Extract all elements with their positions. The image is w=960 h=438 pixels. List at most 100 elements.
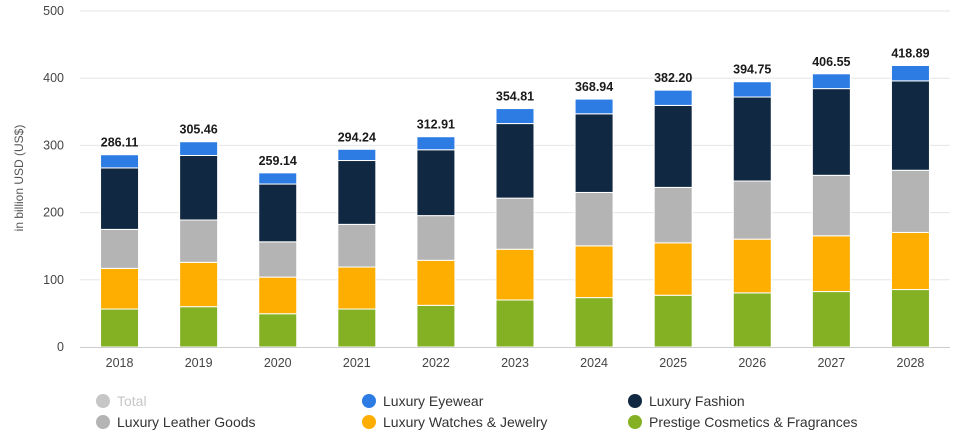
bar-segment[interactable] bbox=[495, 299, 535, 348]
bar-segment[interactable] bbox=[653, 186, 693, 244]
x-tick-label: 2021 bbox=[343, 356, 371, 370]
bar-segment[interactable] bbox=[890, 289, 930, 348]
bar-segment[interactable] bbox=[337, 266, 377, 310]
bar-segment[interactable] bbox=[495, 248, 535, 301]
data-labels: 286.11 305.46 259.14 294.24 312.91 354.81 368.… bbox=[101, 47, 930, 168]
x-tick-label: 2018 bbox=[106, 356, 134, 370]
legend-marker-icon bbox=[96, 394, 110, 408]
bar-segment[interactable] bbox=[416, 136, 456, 151]
legend-label: Luxury Eyewear bbox=[383, 393, 484, 409]
y-tick-label: 200 bbox=[43, 206, 64, 220]
x-tick-label: 2024 bbox=[580, 356, 608, 370]
bar-segment[interactable] bbox=[416, 215, 456, 261]
bar-segment[interactable] bbox=[258, 313, 298, 348]
bar-segment[interactable] bbox=[337, 308, 377, 348]
bar-segment[interactable] bbox=[416, 304, 456, 348]
bar-segment[interactable] bbox=[416, 149, 456, 217]
bar-segment[interactable] bbox=[179, 154, 219, 221]
bar-segment[interactable] bbox=[811, 88, 851, 176]
legend: Total Luxury Eyewear Luxury Fashion Luxu… bbox=[0, 388, 960, 438]
bar-segment[interactable] bbox=[495, 197, 535, 250]
bar-segment[interactable] bbox=[416, 259, 456, 306]
total-data-label: 294.24 bbox=[338, 130, 376, 144]
bar-segment[interactable] bbox=[574, 245, 614, 299]
bar-segment[interactable] bbox=[100, 154, 140, 169]
x-tick-label: 2025 bbox=[659, 356, 687, 370]
legend-item-prestige-cosmetics-fragrances[interactable]: Prestige Cosmetics & Fragrances bbox=[628, 412, 858, 432]
bar-segment[interactable] bbox=[179, 219, 219, 263]
bar-segment[interactable] bbox=[574, 98, 614, 115]
legend-item-luxury-leather-goods[interactable]: Luxury Leather Goods bbox=[96, 412, 256, 432]
x-tick-label: 2023 bbox=[501, 356, 529, 370]
bar-segment[interactable] bbox=[732, 238, 772, 294]
bar-segment[interactable] bbox=[337, 148, 377, 162]
total-data-label: 259.14 bbox=[259, 154, 297, 168]
bar-segment[interactable] bbox=[732, 96, 772, 182]
bar-segment[interactable] bbox=[179, 261, 219, 308]
bar-segment[interactable] bbox=[653, 104, 693, 188]
bar-segment[interactable] bbox=[258, 172, 298, 185]
legend-label: Luxury Leather Goods bbox=[117, 414, 256, 430]
x-tick-label: 2022 bbox=[422, 356, 450, 370]
x-tick-label: 2028 bbox=[897, 356, 925, 370]
legend-label: Luxury Watches & Jewelry bbox=[383, 414, 548, 430]
y-tick-label: 100 bbox=[43, 273, 64, 287]
total-data-label: 418.89 bbox=[891, 47, 929, 61]
bar-segment[interactable] bbox=[811, 235, 851, 293]
stacked-bar-chart: 286.11 305.46 259.14 294.24 312.91 354.81 368.… bbox=[12, 4, 950, 370]
bar-segment[interactable] bbox=[258, 241, 298, 278]
bar-segment[interactable] bbox=[811, 291, 851, 348]
bar-segment[interactable] bbox=[179, 306, 219, 348]
bar-segment[interactable] bbox=[653, 89, 693, 106]
legend-label: Luxury Fashion bbox=[649, 393, 745, 409]
legend-marker-icon bbox=[628, 394, 642, 408]
x-tick-label: 2027 bbox=[817, 356, 845, 370]
legend-item-luxury-fashion[interactable]: Luxury Fashion bbox=[628, 391, 745, 411]
total-data-label: 382.20 bbox=[654, 71, 692, 85]
bar-segment[interactable] bbox=[100, 267, 140, 310]
bar-segment[interactable] bbox=[811, 174, 851, 237]
legend-marker-icon bbox=[362, 415, 376, 429]
bar-segment[interactable] bbox=[890, 169, 930, 233]
y-axis-title: in billion USD (US$) bbox=[12, 125, 26, 232]
bar-segment[interactable] bbox=[179, 141, 219, 156]
legend-item-luxury-eyewear[interactable]: Luxury Eyewear bbox=[362, 391, 483, 411]
bar-segment[interactable] bbox=[258, 183, 298, 243]
bar-segment[interactable] bbox=[258, 276, 298, 315]
y-tick-label: 300 bbox=[43, 138, 64, 152]
bar-segment[interactable] bbox=[732, 180, 772, 240]
legend-marker-icon bbox=[96, 415, 110, 429]
total-data-label: 286.11 bbox=[101, 136, 139, 150]
bar-segment[interactable] bbox=[100, 308, 140, 348]
bar-segment[interactable] bbox=[100, 167, 140, 230]
bar-segment[interactable] bbox=[653, 242, 693, 296]
y-tick-label: 500 bbox=[43, 4, 64, 18]
bar-segment[interactable] bbox=[890, 65, 930, 82]
bar-segment[interactable] bbox=[653, 294, 693, 348]
bar-segment[interactable] bbox=[890, 80, 930, 171]
bar-segment[interactable] bbox=[732, 81, 772, 98]
bar-segment[interactable] bbox=[337, 160, 377, 225]
legend-item-total[interactable]: Total bbox=[96, 391, 147, 411]
total-data-label: 354.81 bbox=[496, 90, 534, 104]
bar-segment[interactable] bbox=[574, 297, 614, 348]
bar-segment[interactable] bbox=[574, 191, 614, 247]
total-data-label: 406.55 bbox=[812, 55, 850, 69]
legend-label: Total bbox=[117, 393, 147, 409]
bars bbox=[100, 65, 930, 348]
total-data-label: 312.91 bbox=[417, 118, 455, 132]
bar-segment[interactable] bbox=[890, 231, 930, 291]
legend-label: Prestige Cosmetics & Fragrances bbox=[649, 414, 858, 430]
bar-segment[interactable] bbox=[495, 108, 535, 125]
x-tick-label: 2019 bbox=[185, 356, 213, 370]
bar-segment[interactable] bbox=[337, 223, 377, 268]
legend-item-luxury-watches-jewelry[interactable]: Luxury Watches & Jewelry bbox=[362, 412, 547, 432]
bar-segment[interactable] bbox=[574, 113, 614, 193]
bar-segment[interactable] bbox=[100, 228, 140, 269]
bar-segment[interactable] bbox=[811, 73, 851, 90]
total-data-label: 394.75 bbox=[733, 63, 771, 77]
bar-segment[interactable] bbox=[732, 292, 772, 348]
bar-segment[interactable] bbox=[495, 123, 535, 199]
total-data-label: 305.46 bbox=[180, 123, 218, 137]
